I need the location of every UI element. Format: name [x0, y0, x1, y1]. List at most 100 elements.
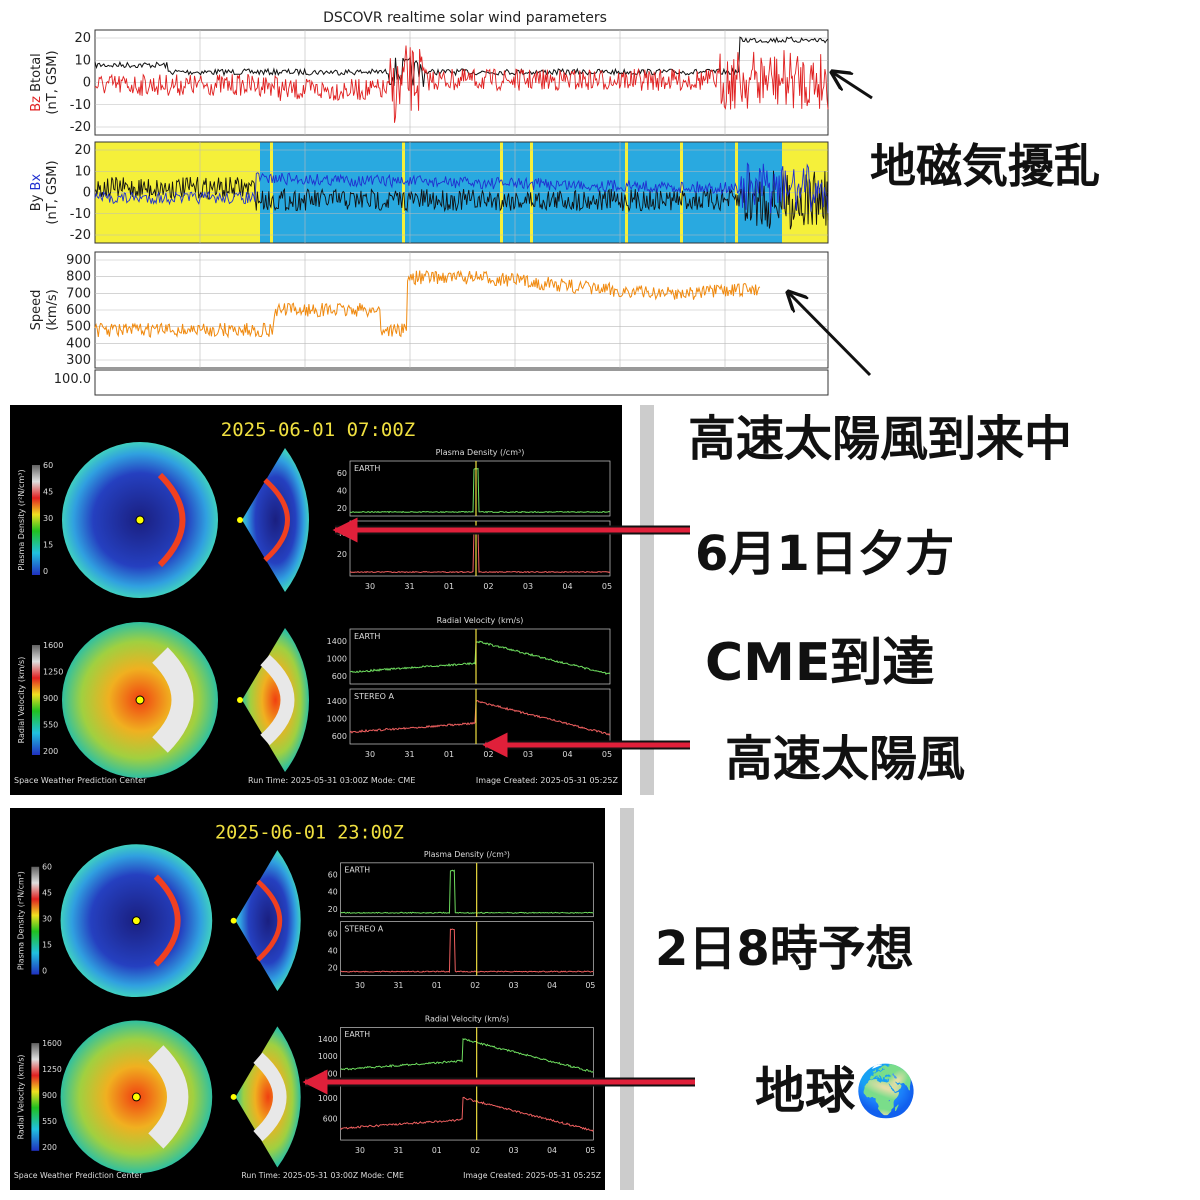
colorbar-tick: 550: [43, 721, 58, 730]
sun: [132, 1092, 141, 1102]
wedge-front: [260, 654, 295, 746]
y-tick-label: 20: [337, 550, 347, 559]
x-tick-label: 31: [393, 981, 403, 990]
x-tick-label: 03: [509, 981, 519, 990]
y-tick-label: 600: [332, 732, 347, 741]
y-tick-label: 600: [66, 303, 91, 318]
wedge: [235, 850, 301, 992]
annotation: 2日8時予想: [655, 921, 914, 977]
footer-right: Image Created: 2025-05-31 05:25Z: [463, 1171, 601, 1180]
y-tick-label: 10: [74, 53, 91, 68]
enlil-panel: 2025-06-01 07:00Z Plasma Density (r²N/cm³…: [10, 405, 622, 795]
timestamp: 2025-06-01 07:00Z: [221, 419, 415, 441]
label-part: Speed: [29, 290, 44, 331]
y-tick-label: 10: [74, 164, 91, 179]
subplot-name: EARTH: [354, 464, 380, 473]
plot-title: Plasma Density (/cm³): [424, 850, 510, 859]
y-tick-label: 800: [66, 270, 91, 285]
plot-title: Plasma Density (/cm³): [436, 448, 525, 457]
x-tick-label: 30: [355, 981, 365, 990]
colorbar-tick: 200: [42, 1143, 57, 1152]
y-tick-label: 20: [337, 504, 347, 513]
footer-left: Space Weather Prediction Center: [14, 1171, 143, 1180]
y-axis-label: By Bx: [29, 174, 44, 212]
y-axis-units: (km/s): [45, 289, 60, 331]
x-tick-label: 05: [585, 981, 595, 990]
black-arrow: [832, 72, 873, 100]
y-tick-label: 1400: [327, 697, 347, 706]
x-tick-label: 04: [547, 981, 557, 990]
y-axis-units: (nT, GSM): [45, 160, 60, 224]
subplot-name: STEREO A: [354, 692, 394, 701]
y-tick-label: -20: [70, 120, 91, 135]
btotal-curve: [94, 36, 829, 87]
colorbar-tick: 0: [43, 567, 48, 576]
model-curve: [349, 467, 611, 514]
x-tick-label: 05: [602, 750, 612, 759]
wedge-front: [253, 1052, 287, 1142]
colorbar-tick: 60: [43, 461, 53, 470]
x-tick-label: 02: [470, 981, 480, 990]
x-tick-label: 04: [562, 582, 572, 591]
model-curve: [340, 1096, 594, 1132]
subplot: [349, 688, 611, 745]
x-tick-label: 02: [483, 582, 493, 591]
colorbar-label: Plasma Density (r²N/cm³): [17, 469, 26, 570]
y-tick-label: 600: [323, 1069, 338, 1078]
sun-w: [230, 917, 237, 924]
y-tick-label: 900: [66, 253, 91, 268]
x-tick-label: 05: [585, 1146, 595, 1155]
x-tick-label: 03: [523, 582, 533, 591]
y-tick-label: 1400: [327, 637, 347, 646]
sun-w: [237, 697, 243, 703]
y-tick-label: 1400: [318, 1035, 338, 1044]
y-tick-label: 20: [328, 964, 338, 973]
timestamp: 2025-06-01 23:00Z: [215, 822, 404, 843]
plot-title: Radial Velocity (km/s): [425, 1015, 509, 1024]
x-tick-label: 05: [602, 582, 612, 591]
colorbar-tick: 900: [42, 1091, 57, 1100]
footer-right: Image Created: 2025-05-31 05:25Z: [476, 776, 619, 785]
label-part: Bz: [29, 96, 44, 112]
colorbar: [32, 465, 40, 575]
colorbar: [32, 645, 40, 755]
x-tick-label: 31: [404, 582, 414, 591]
sun: [132, 916, 141, 926]
by-curve: [94, 170, 829, 230]
y-tick-label: 60: [328, 929, 338, 938]
model-curve: [349, 700, 611, 736]
enlil-panel: 2025-06-01 23:00Z Plasma Density (r²N/cm³…: [10, 808, 605, 1190]
colorbar-tick: 30: [43, 514, 53, 523]
density-tick-label: 100.0: [54, 372, 91, 387]
y-tick-label: 60: [328, 871, 338, 880]
colorbar-tick: 30: [42, 915, 52, 924]
y-tick-label: 0: [83, 76, 91, 91]
y-tick-label: 20: [74, 31, 91, 46]
y-tick-label: 1000: [318, 1094, 338, 1103]
footer-middle: Run Time: 2025-05-31 03:00Z Mode: CME: [248, 776, 415, 785]
y-tick-label: -10: [70, 98, 91, 113]
dscovr-title: DSCOVR realtime solar wind parameters: [323, 10, 607, 26]
subplot: [340, 921, 594, 976]
colorbar-tick: 1250: [42, 1065, 62, 1074]
cme-front: [157, 472, 186, 568]
colorbar-label: Radial Velocity (km/s): [17, 1055, 26, 1140]
colorbar-tick: 0: [42, 967, 47, 976]
y-tick-label: 20: [328, 905, 338, 914]
wedge-front: [256, 879, 283, 962]
sun-w: [237, 517, 243, 523]
subplot-name: EARTH: [344, 866, 370, 875]
colorbar-tick: 45: [42, 889, 52, 898]
y-tick-label: 500: [66, 320, 91, 335]
y-tick-label: -20: [70, 228, 91, 243]
x-tick-label: 31: [393, 1146, 403, 1155]
x-tick-label: 04: [547, 1146, 557, 1155]
plot-title: Radial Velocity (km/s): [437, 616, 524, 625]
side-bar: [620, 808, 634, 1190]
annotation: 高速太陽風到来中: [688, 411, 1072, 467]
wedge: [242, 628, 309, 772]
y-tick-label: -10: [70, 207, 91, 222]
annotation: 高速太陽風: [725, 731, 965, 787]
side-bar: [640, 405, 654, 795]
